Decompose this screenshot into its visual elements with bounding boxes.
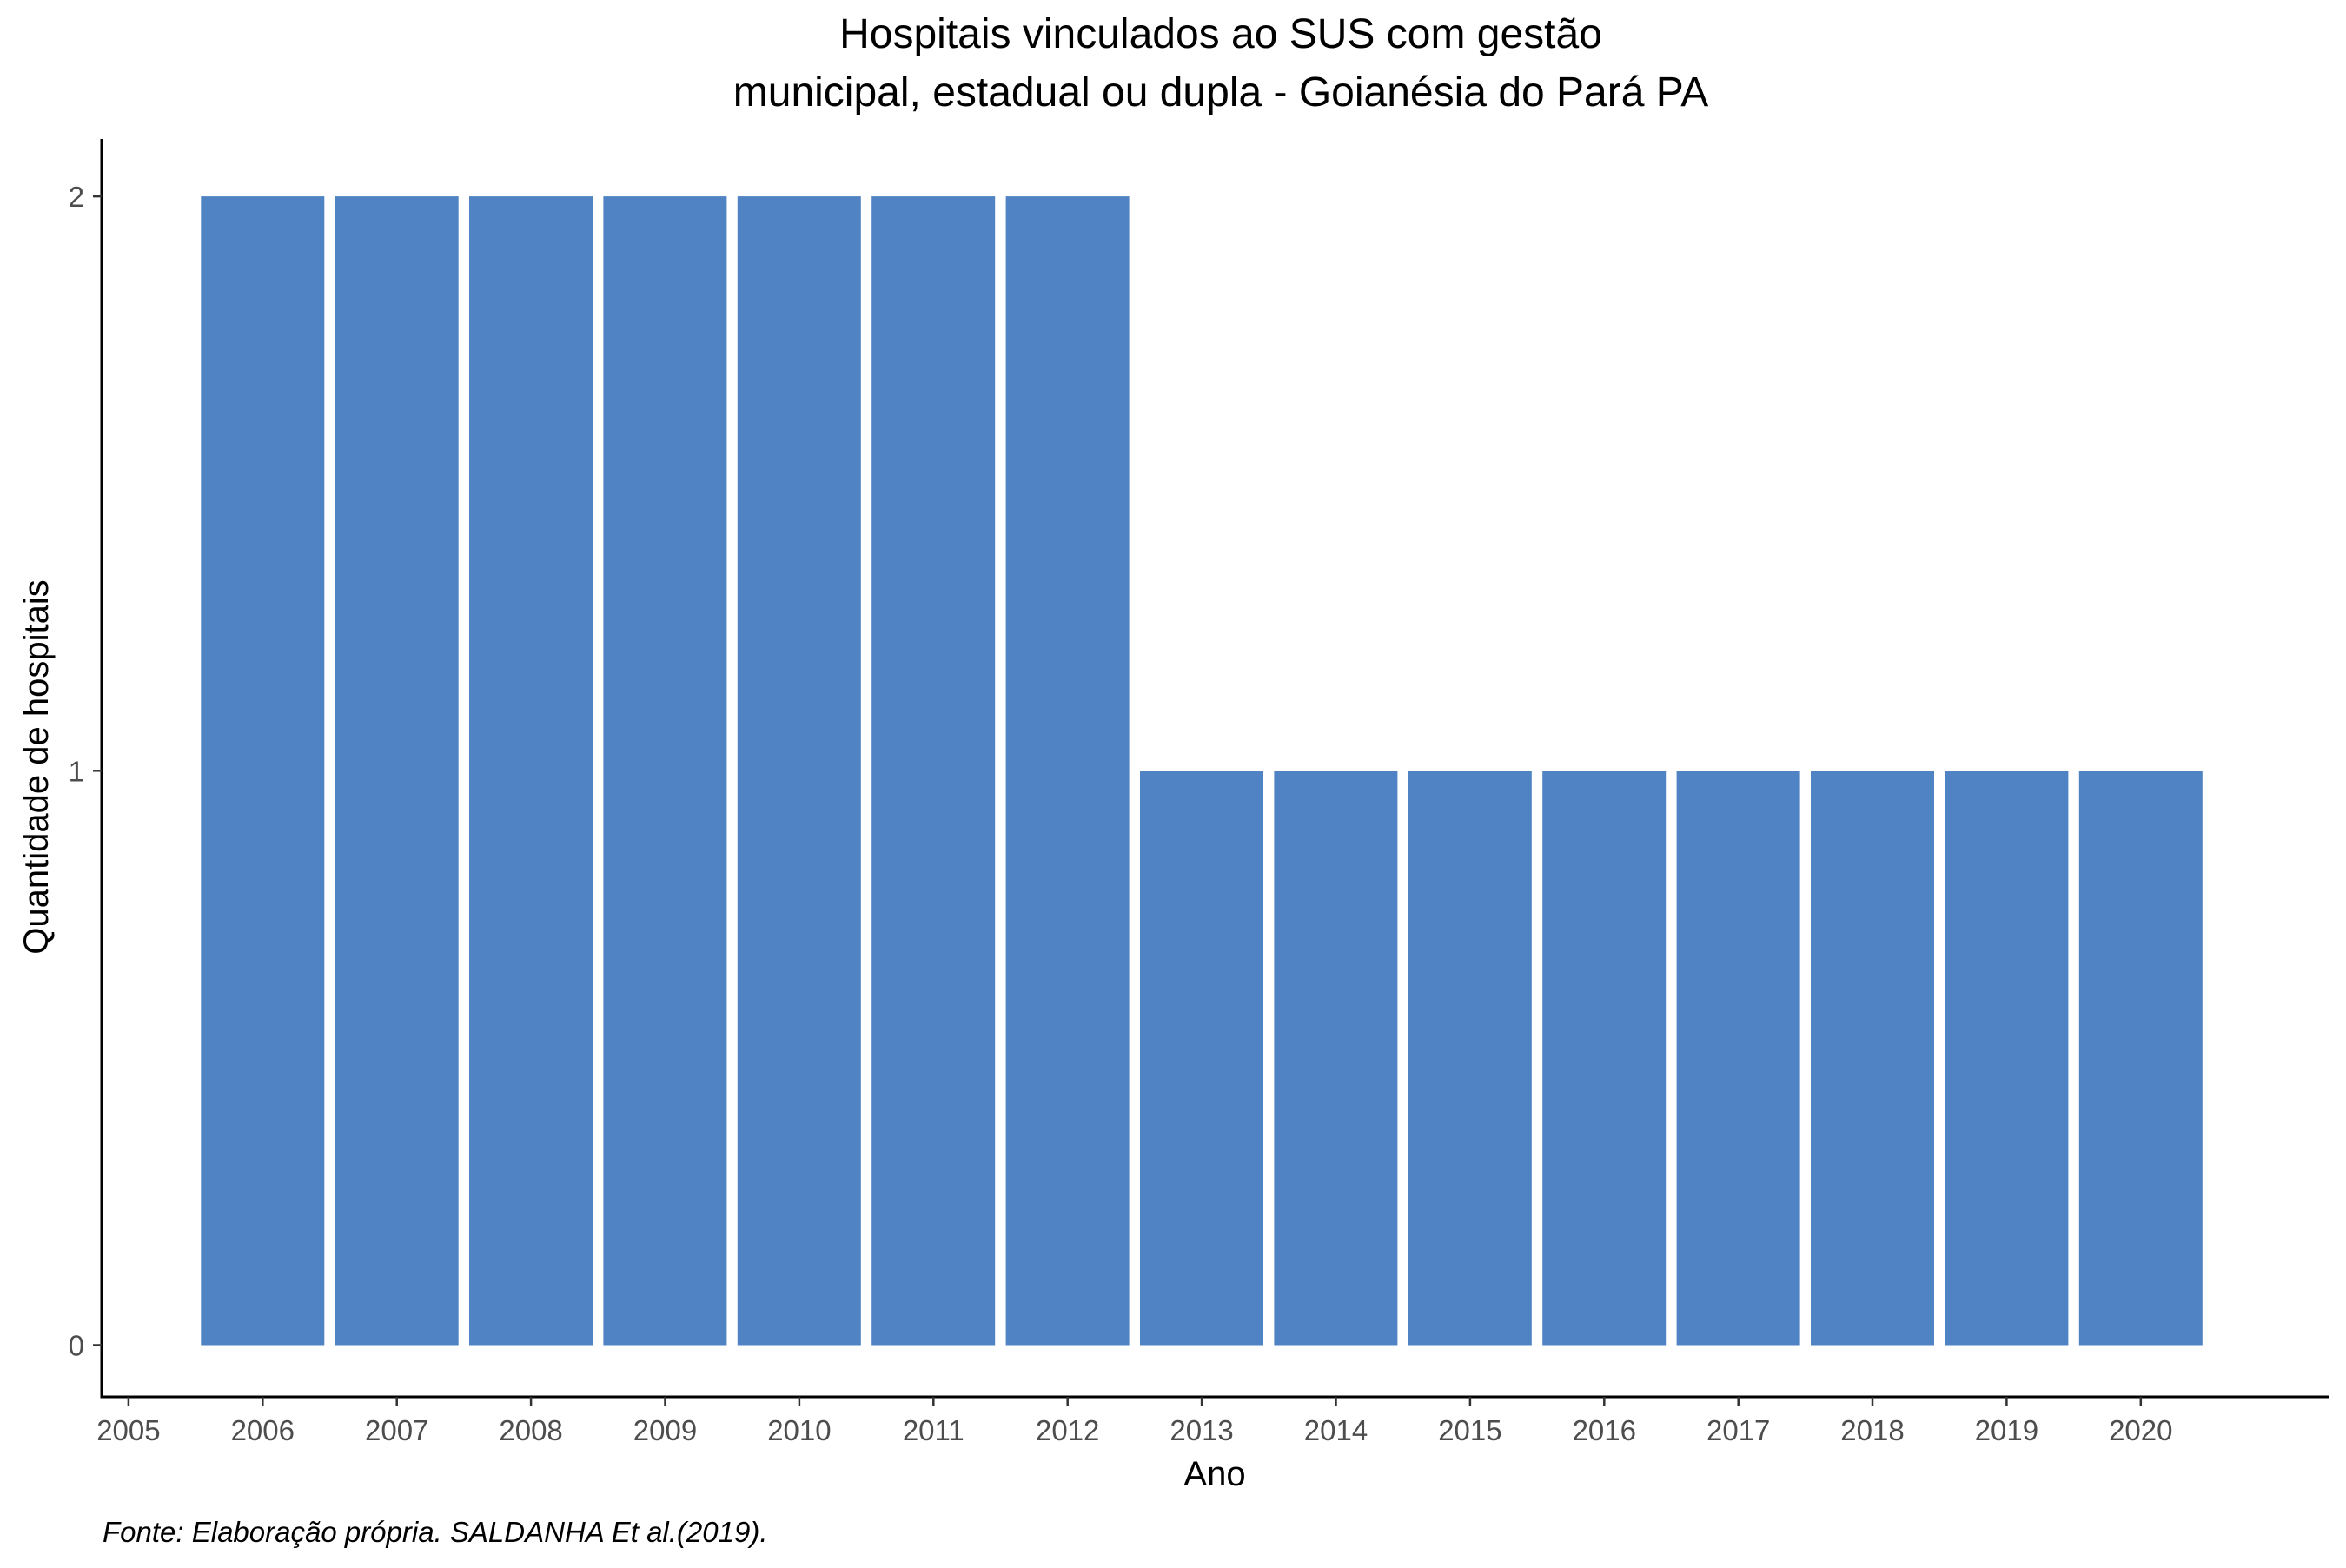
bar-2016 [1542, 771, 1667, 1346]
bar-2010 [737, 196, 861, 1346]
bar-2008 [469, 196, 593, 1346]
x-tick-label-2018: 2018 [1840, 1414, 1904, 1446]
chart-caption: Fonte: Elaboração própria. SALDANHA Et a… [103, 1516, 768, 1548]
y-ticks-layer: 0 1 2 [69, 181, 102, 1362]
x-tick-label-2019: 2019 [1975, 1414, 2038, 1446]
y-axis-label: Quantidade de hospitais [17, 579, 56, 954]
x-tick-label-2013: 2013 [1170, 1414, 1233, 1446]
bars-layer [201, 196, 2203, 1346]
x-tick-label-2017: 2017 [1706, 1414, 1770, 1446]
bar-2015 [1408, 771, 1532, 1346]
x-tick-label-2007: 2007 [365, 1414, 428, 1446]
bar-2020 [2078, 771, 2203, 1346]
x-tick-label-2015: 2015 [1438, 1414, 1501, 1446]
bar-2017 [1676, 771, 1800, 1346]
chart-title-line-1: Hospitais vinculados ao SUS com gestão [839, 11, 1602, 57]
y-tick-label-0: 0 [69, 1330, 84, 1362]
x-tick-label-2005: 2005 [96, 1414, 160, 1446]
bar-2014 [1274, 771, 1398, 1346]
y-tick-label-1: 1 [69, 755, 84, 787]
x-tick-label-2008: 2008 [499, 1414, 562, 1446]
x-tick-label-2010: 2010 [767, 1414, 831, 1446]
x-tick-label-2009: 2009 [633, 1414, 697, 1446]
y-tick-label-2: 2 [69, 181, 84, 213]
bar-2013 [1140, 771, 1263, 1346]
x-tick-label-2020: 2020 [2109, 1414, 2172, 1446]
x-tick-label-2011: 2011 [903, 1414, 964, 1446]
x-ticks-layer: 2005 2006 2007 2008 2009 2010 2011 2012 2013 2014… [96, 1397, 2173, 1446]
chart-title-line-2: municipal, estadual ou dupla - Goianésia… [733, 69, 1708, 116]
x-tick-label-2012: 2012 [1036, 1414, 1099, 1446]
x-tick-label-2014: 2014 [1304, 1414, 1368, 1446]
x-tick-label-2016: 2016 [1573, 1414, 1636, 1446]
x-tick-label-2006: 2006 [231, 1414, 295, 1446]
bar-2012 [1005, 196, 1130, 1346]
bar-2009 [603, 196, 727, 1346]
bar-2011 [871, 196, 996, 1346]
x-axis-label: Ano [1183, 1455, 1245, 1493]
bar-2018 [1811, 771, 1934, 1346]
bar-2006 [201, 196, 325, 1346]
bar-2007 [335, 196, 459, 1346]
bar-2019 [1945, 771, 2069, 1346]
